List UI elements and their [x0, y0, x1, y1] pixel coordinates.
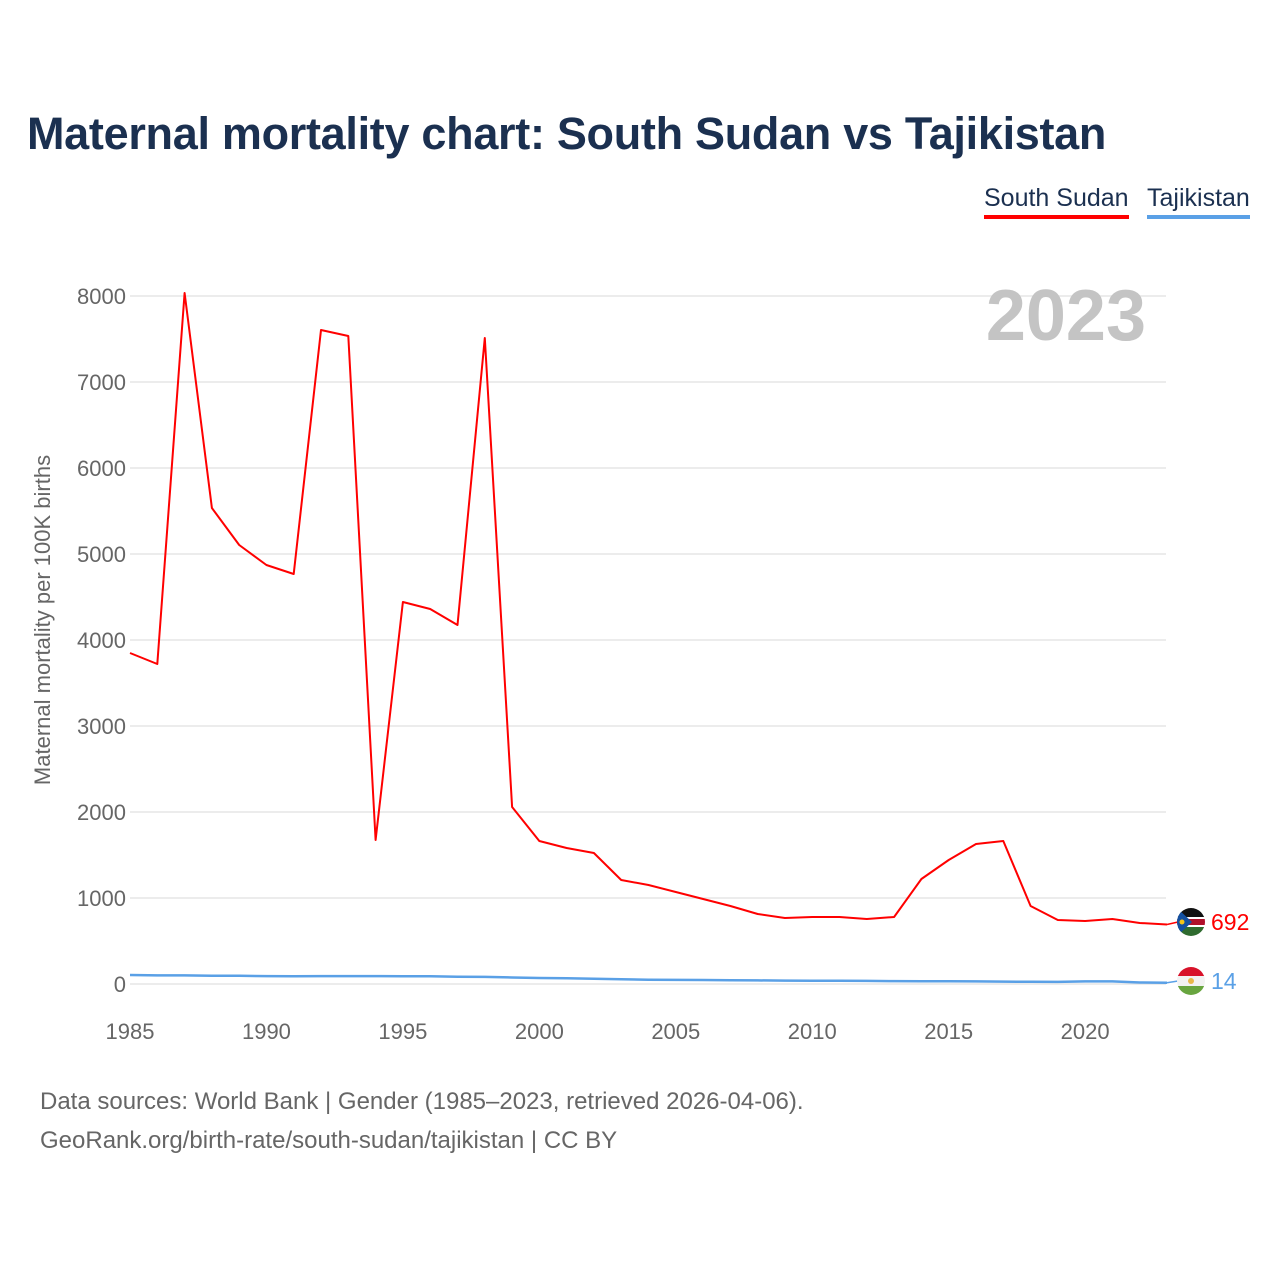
chart-title: Maternal mortality chart: South Sudan vs…	[27, 108, 1107, 159]
y-tick-label: 1000	[77, 886, 126, 911]
x-tick-label: 1995	[378, 1019, 427, 1044]
end-connector	[1166, 921, 1179, 926]
y-tick-label: 5000	[77, 542, 126, 567]
year-label: 2023	[986, 276, 1146, 356]
y-tick-label: 4000	[77, 628, 126, 653]
footer-source: Data sources: World Bank | Gender (1985–…	[40, 1088, 804, 1115]
x-tick-label: 2010	[788, 1019, 837, 1044]
y-axis-label: Maternal mortality per 100K births	[30, 455, 55, 785]
y-tick-label: 8000	[77, 284, 126, 309]
series-line-south-sudan	[129, 292, 1168, 926]
y-tick-label: 0	[114, 972, 126, 997]
x-tick-label: 2005	[651, 1019, 700, 1044]
x-tick-label: 1985	[106, 1019, 155, 1044]
end-value-label: 14	[1211, 968, 1237, 994]
y-tick-label: 7000	[77, 370, 126, 395]
legend-tajikistan[interactable]: Tajikistan	[1147, 184, 1250, 219]
y-tick-label: 2000	[77, 800, 126, 825]
x-tick-label: 2000	[515, 1019, 564, 1044]
series-line-tajikistan	[129, 973, 1168, 985]
x-tick-label: 2015	[924, 1019, 973, 1044]
y-tick-label: 3000	[77, 714, 126, 739]
end-connector	[1166, 980, 1179, 984]
x-tick-label: 1990	[242, 1019, 291, 1044]
legend-south-sudan[interactable]: South Sudan	[984, 184, 1129, 219]
x-tick-label: 2020	[1061, 1019, 1110, 1044]
end-value-label: 692	[1211, 909, 1249, 935]
tajikistan-flag-icon	[1177, 967, 1205, 995]
footer-link[interactable]: GeoRank.org/birth-rate/south-sudan/tajik…	[40, 1127, 618, 1154]
south-sudan-flag-icon	[1177, 908, 1205, 936]
y-tick-label: 6000	[77, 456, 126, 481]
